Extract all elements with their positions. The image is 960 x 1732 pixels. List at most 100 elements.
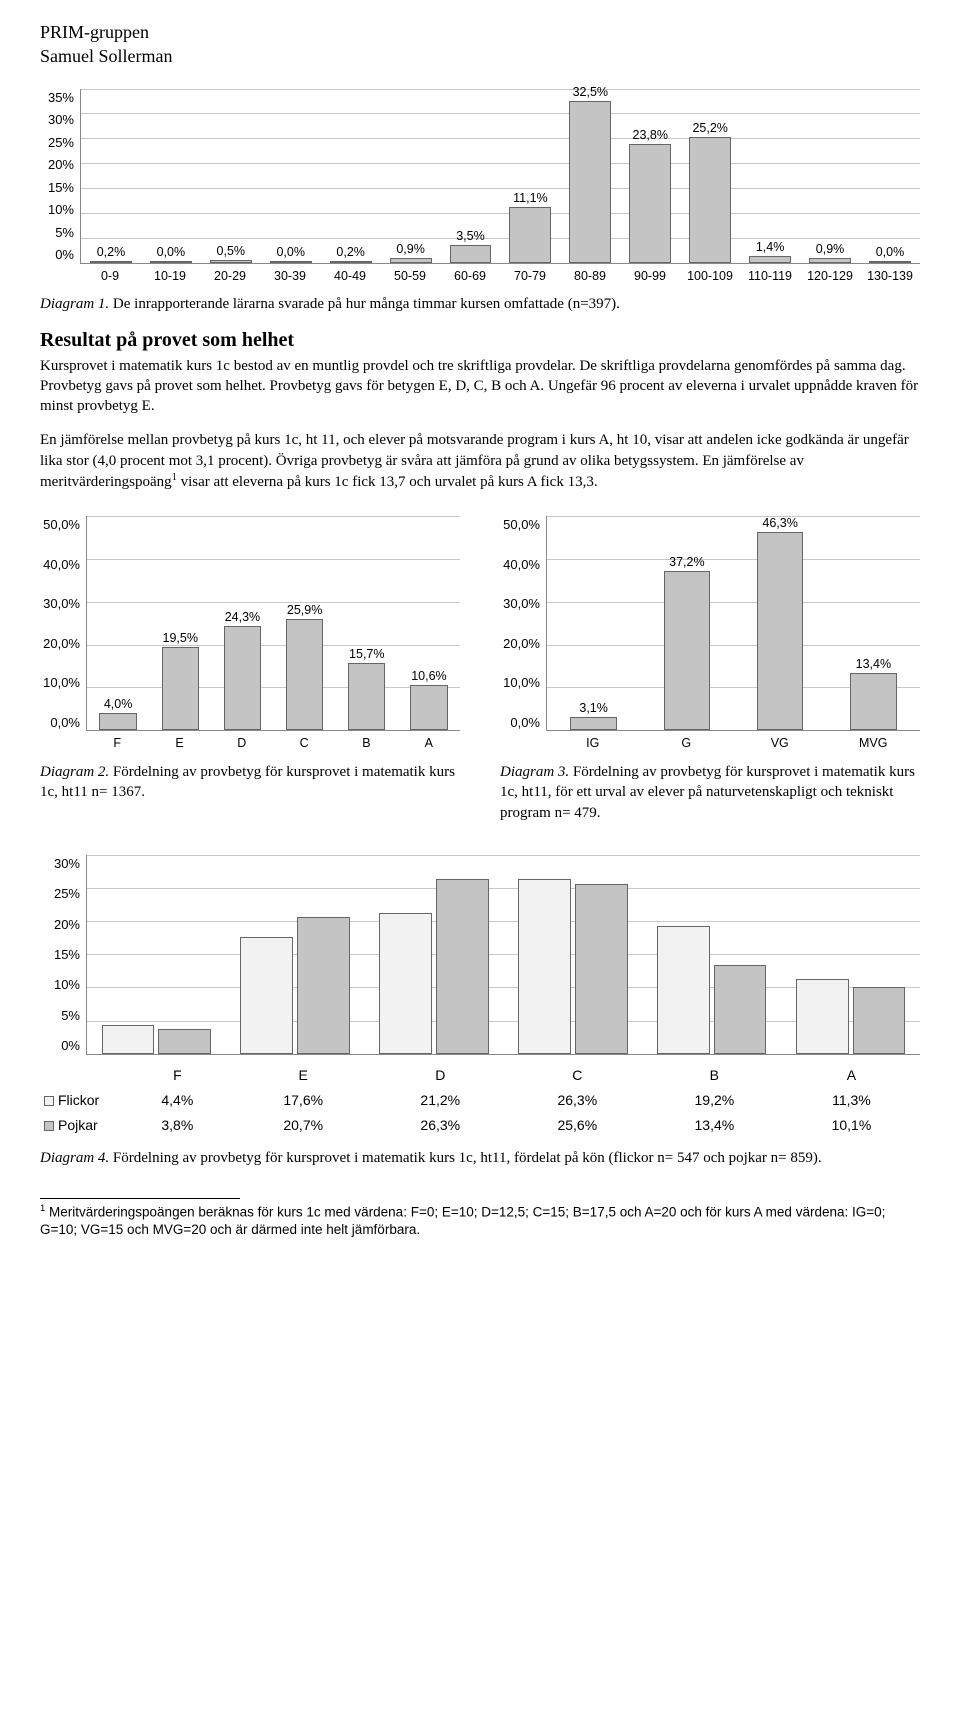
x-tick-label: 30-39 [260,268,320,285]
y-tick-label: 10,0% [43,674,80,692]
bar: 25,2% [689,137,731,262]
y-tick-label: 0% [55,246,74,264]
bar: 13,4% [850,673,897,730]
bar: 4,0% [99,713,136,730]
diagram-4-caption: Diagram 4. Fördelning av provbetyg för k… [40,1148,920,1168]
bar-value-label: 4,0% [104,696,133,713]
bar: 19,5% [162,647,199,730]
bar-value-label: 46,3% [762,515,797,532]
diagram-3-column: 50,0%40,0%30,0%20,0%10,0%0,0% 3,1%37,2%4… [500,506,920,835]
x-tick-label: 110-119 [740,268,800,285]
x-tick-label: 90-99 [620,268,680,285]
bar-value-label: 11,1% [513,190,548,207]
x-tick-label: 120-129 [800,268,860,285]
x-tick-label: 130-139 [860,268,920,285]
bar [714,965,767,1054]
x-tick-label: F [86,735,148,752]
diagram-4: 30%25%20%15%10%5%0% FEDCBAFlickor4,4%17,… [40,855,920,1138]
series-value: 3,8% [120,1113,235,1138]
bar: 24,3% [224,626,261,730]
x-tick-label: 40-49 [320,268,380,285]
x-tick-label: D [372,1063,509,1088]
series-value: 19,2% [646,1088,783,1113]
y-tick-label: 20,0% [43,635,80,653]
paragraph-2: En jämförelse mellan provbetyg på kurs 1… [40,430,920,492]
diagram-2-plot: 4,0% 19,5% 24,3% 25,9% 15,7% 10,6% [86,516,460,731]
series-value: 25,6% [509,1113,646,1138]
x-tick-label: 50-59 [380,268,440,285]
bar: 0,2% [90,261,132,263]
series-value: 20,7% [235,1113,372,1138]
diagram-2-x-axis: FEDCBA [86,735,460,752]
bar: 11,1% [509,207,551,262]
legend-marker [44,1121,54,1131]
y-tick-label: 10% [54,976,80,994]
bar: 25,9% [286,619,323,730]
bar [796,979,849,1054]
diagram-3-caption: Diagram 3. Fördelning av provbetyg för k… [500,762,920,823]
bar-value-label: 25,2% [692,120,727,137]
y-tick-label: 30% [54,855,80,873]
y-tick-label: 0,0% [50,714,80,732]
section-heading: Resultat på provet som helhet [40,327,920,354]
bar [436,879,489,1053]
y-tick-label: 30,0% [43,595,80,613]
diagram-2: 50,0%40,0%30,0%20,0%10,0%0,0% 4,0%19,5%2… [40,516,460,752]
bar: 0,0% [869,261,911,263]
x-tick-label: 10-19 [140,268,200,285]
series-value: 4,4% [120,1088,235,1113]
bar-value-label: 0,9% [816,241,845,258]
x-tick-label: 60-69 [440,268,500,285]
bar: 0,0% [270,261,312,263]
bar: 23,8% [629,144,671,262]
bar [297,917,350,1054]
y-tick-label: 25% [54,885,80,903]
bar-value-label: 32,5% [573,84,608,101]
diagram-2-caption: Diagram 2. Fördelning av provbetyg för k… [40,762,460,803]
bar: 46,3% [757,532,804,730]
x-tick-label: E [235,1063,372,1088]
series-value: 17,6% [235,1088,372,1113]
y-tick-label: 5% [61,1007,80,1025]
y-tick-label: 0% [61,1037,80,1055]
bar [158,1029,211,1054]
bar: 0,2% [330,261,372,263]
header-line-1: PRIM-gruppen [40,20,920,44]
x-tick-label: D [211,735,273,752]
series-value: 10,1% [783,1113,920,1138]
x-tick-label: VG [733,735,827,752]
y-tick-label: 20% [48,156,74,174]
bar-value-label: 15,7% [349,646,384,663]
diagram-4-y-axis: 30%25%20%15%10%5%0% [40,855,86,1055]
bar-value-label: 13,4% [856,656,891,673]
bar-value-label: 0,0% [157,244,186,261]
diagram-3-x-axis: IGGVGMVG [546,735,920,752]
bar-value-label: 3,1% [579,700,608,717]
bar-value-label: 23,8% [633,127,668,144]
bar-value-label: 24,3% [225,609,260,626]
x-tick-label: B [335,735,397,752]
diagram-2-column: 50,0%40,0%30,0%20,0%10,0%0,0% 4,0%19,5%2… [40,506,460,835]
diagram-4-plot [86,855,920,1055]
diagram-1-y-axis: 35%30%25%20%15%10%5%0% [40,89,80,264]
bar: 37,2% [664,571,711,730]
y-tick-label: 0,0% [510,714,540,732]
series-value: 11,3% [783,1088,920,1113]
y-tick-label: 35% [48,89,74,107]
bar-value-label: 0,0% [276,244,305,261]
y-tick-label: 40,0% [503,556,540,574]
bar-value-label: 0,2% [97,244,126,261]
bar [379,913,432,1054]
bar: 10,6% [410,685,447,730]
y-tick-label: 20% [54,916,80,934]
bar [657,926,710,1053]
bar [240,937,293,1054]
bar [853,987,906,1054]
y-tick-label: 10% [48,201,74,219]
bar-value-label: 0,5% [217,243,246,260]
bar-value-label: 0,2% [336,244,365,261]
page-header: PRIM-gruppen Samuel Sollerman [40,20,920,69]
x-tick-label: E [148,735,210,752]
series-name: Flickor [58,1092,99,1108]
x-tick-label: MVG [827,735,921,752]
